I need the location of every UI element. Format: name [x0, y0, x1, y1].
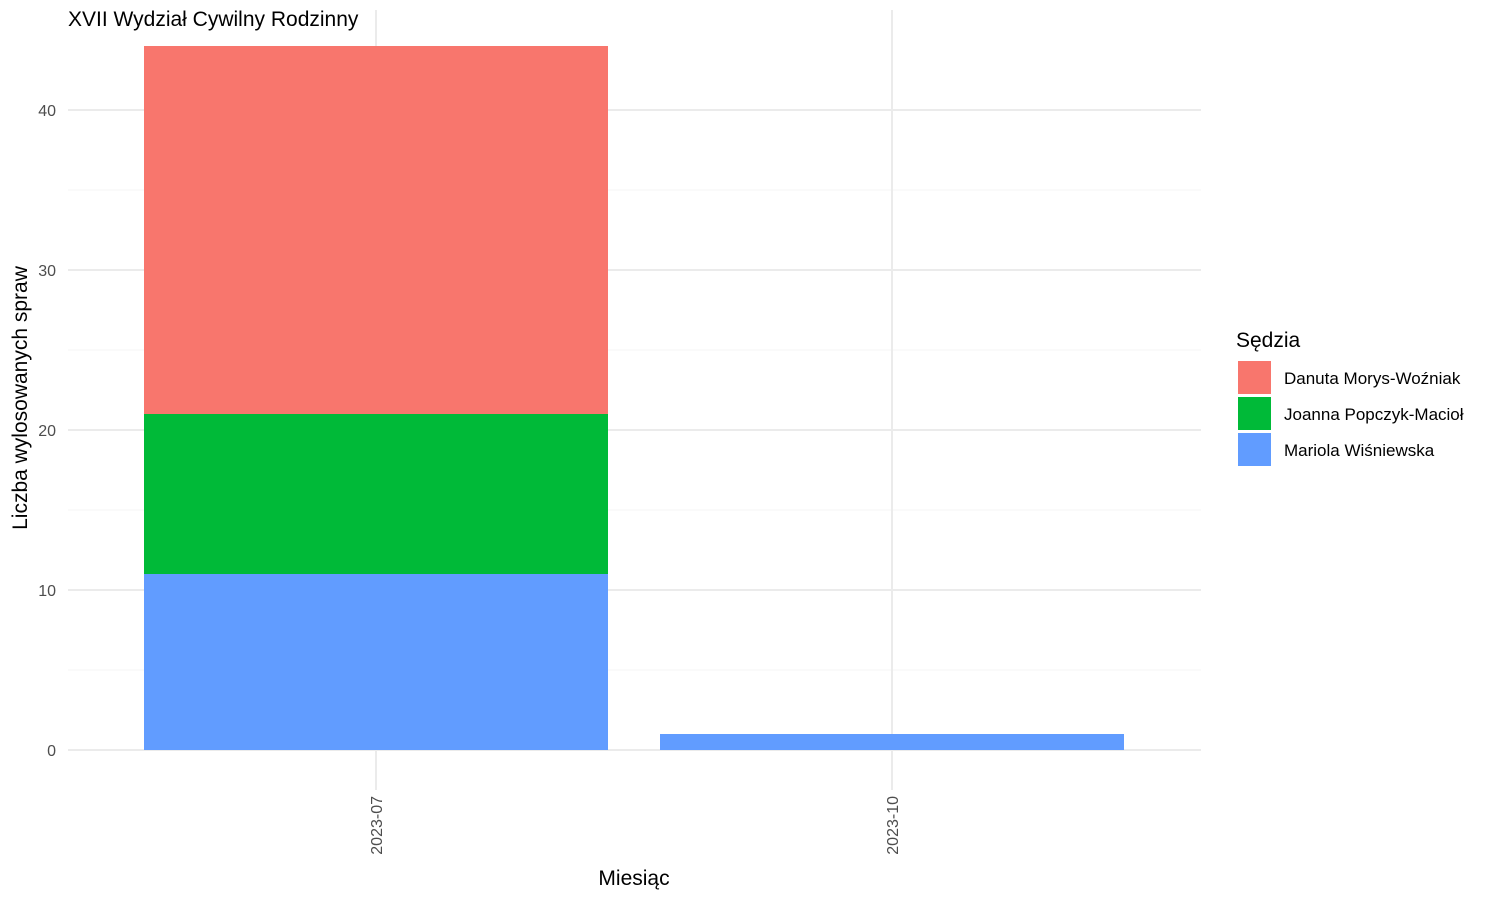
- y-tick-label: 0: [47, 743, 56, 760]
- y-tick-label: 20: [38, 423, 56, 440]
- chart-title: XVII Wydział Cywilny Rodzinny: [68, 8, 359, 31]
- legend-label: Mariola Wiśniewska: [1284, 441, 1435, 460]
- x-tick-label: 2023-10: [885, 796, 902, 855]
- y-tick-label: 30: [38, 263, 56, 280]
- x-tick-label: 2023-07: [369, 796, 386, 855]
- legend-label: Joanna Popczyk-Macioł: [1284, 405, 1464, 424]
- legend-title: Sędzia: [1236, 329, 1301, 352]
- bar-segment: [144, 574, 608, 750]
- legend-label: Danuta Morys-Woźniak: [1284, 369, 1461, 388]
- y-tick-label: 10: [38, 583, 56, 600]
- legend-swatch: [1238, 361, 1271, 394]
- y-axis-ticks: 0 10 20 30 40: [38, 103, 56, 760]
- x-axis-ticks: 2023-07 2023-10: [369, 796, 902, 855]
- legend: Sędzia Danuta Morys-Woźniak Joanna Popczy…: [1236, 329, 1464, 466]
- bar-segment: [144, 414, 608, 574]
- x-axis-title: Miesiąc: [598, 867, 669, 890]
- legend-swatch: [1238, 433, 1271, 466]
- bar-segment: [144, 46, 608, 414]
- y-tick-label: 40: [38, 103, 56, 120]
- bar-segment: [660, 734, 1124, 750]
- legend-swatch: [1238, 397, 1271, 430]
- bars: [144, 46, 1124, 750]
- y-axis-title: Liczba wylosowanych spraw: [9, 265, 32, 530]
